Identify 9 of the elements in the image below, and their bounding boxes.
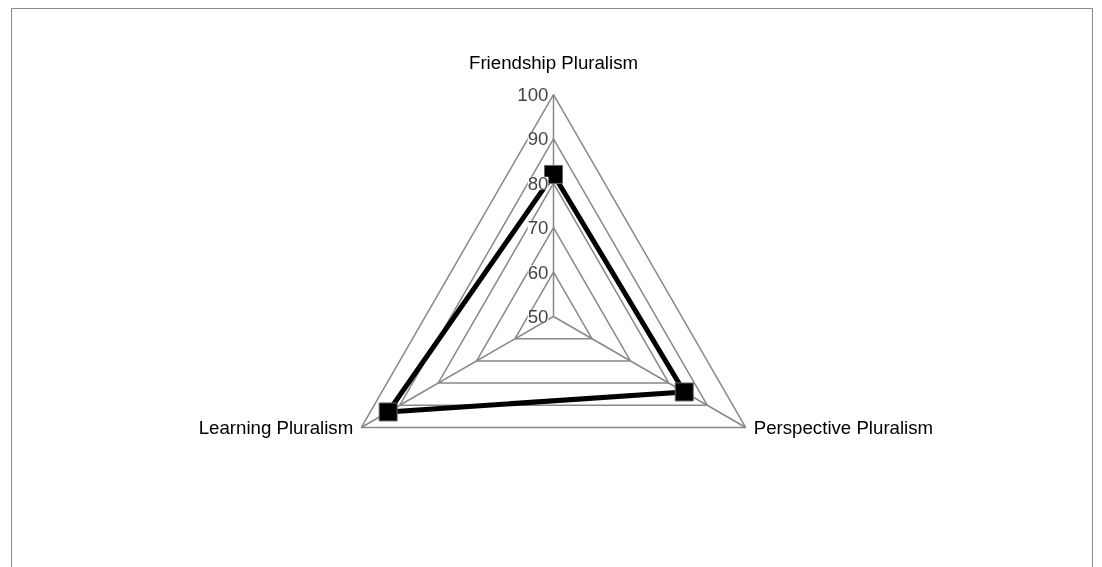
y-tick-label: 60 [527, 261, 549, 283]
y-tick-label: 70 [527, 217, 549, 239]
spoke-label: Perspective Pluralism [753, 417, 934, 438]
y-tick-label: 100 [517, 84, 549, 105]
spoke-label: Learning Pluralism [198, 417, 354, 438]
spoke-label: Friendship Pluralism [469, 51, 638, 73]
y-tick-label: 90 [527, 128, 549, 150]
y-tick-label: 50 [527, 306, 549, 327]
y-tick-label: 80 [527, 172, 549, 194]
